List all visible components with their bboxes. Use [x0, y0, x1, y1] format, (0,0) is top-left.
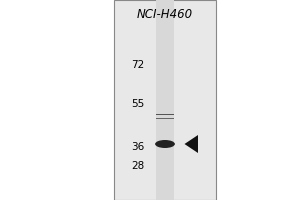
Bar: [156, 114, 174, 115]
Bar: [156, 0, 174, 200]
Text: 28: 28: [131, 161, 144, 171]
Bar: [156, 118, 174, 119]
Bar: [156, 143, 174, 145]
Bar: [114, 0, 216, 200]
Text: 36: 36: [131, 142, 144, 152]
Text: 55: 55: [131, 99, 144, 109]
Text: NCI-H460: NCI-H460: [137, 7, 193, 21]
Polygon shape: [184, 135, 198, 153]
Text: 72: 72: [131, 60, 144, 70]
Ellipse shape: [155, 140, 175, 148]
